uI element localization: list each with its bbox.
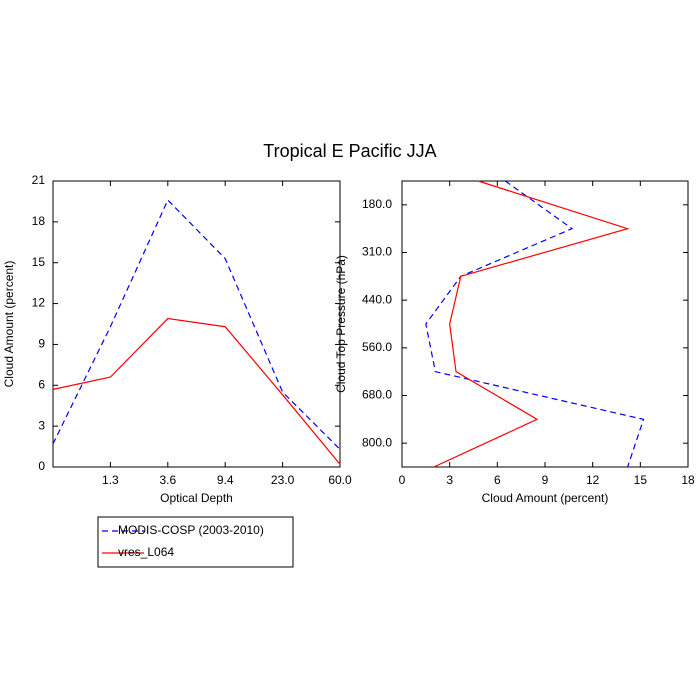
y-tick-label: 0 — [38, 459, 45, 473]
y-tick-label: 21 — [32, 173, 46, 187]
x-tick-label: 1.3 — [102, 473, 119, 487]
x-tick-label: 0 — [399, 473, 406, 487]
y-tick-label: 310.0 — [362, 245, 392, 259]
x-tick-label: 15 — [634, 473, 648, 487]
x-tick-label: 3.6 — [159, 473, 176, 487]
chart-title: Tropical E Pacific JJA — [263, 141, 436, 161]
x-axis-label: Optical Depth — [160, 491, 233, 505]
series-line — [52, 199, 341, 450]
legend-label: MODIS-COSP (2003-2010) — [118, 523, 264, 537]
series-line — [52, 317, 341, 465]
x-tick-label: 18 — [681, 473, 695, 487]
y-tick-label: 15 — [32, 255, 46, 269]
y-axis-label: Cloud Top Pressure (hPa) — [334, 255, 348, 393]
y-tick-label: 800.0 — [362, 435, 392, 449]
plot-frame — [401, 180, 689, 468]
x-tick-label: 60.0 — [328, 473, 352, 487]
y-tick-label: 12 — [32, 296, 46, 310]
x-axis-label: Cloud Amount (percent) — [482, 491, 609, 505]
y-tick-label: 180.0 — [362, 197, 392, 211]
x-tick-label: 9.4 — [217, 473, 234, 487]
y-tick-label: 3 — [38, 418, 45, 432]
x-tick-label: 9 — [542, 473, 549, 487]
y-tick-label: 9 — [38, 337, 45, 351]
x-tick-label: 6 — [494, 473, 501, 487]
y-axis-label: Cloud Amount (percent) — [2, 261, 16, 388]
plot-frame — [52, 180, 341, 468]
x-tick-label: 3 — [446, 473, 453, 487]
legend-box — [97, 516, 294, 568]
y-tick-label: 560.0 — [362, 340, 392, 354]
y-tick-label: 18 — [32, 214, 46, 228]
series-line — [433, 180, 630, 468]
y-tick-label: 6 — [38, 377, 45, 391]
y-tick-label: 680.0 — [362, 388, 392, 402]
x-tick-label: 23.0 — [271, 473, 295, 487]
x-tick-label: 12 — [586, 473, 600, 487]
legend-label: vres_L064 — [118, 545, 174, 559]
series-line — [425, 180, 645, 468]
y-tick-label: 440.0 — [362, 292, 392, 306]
